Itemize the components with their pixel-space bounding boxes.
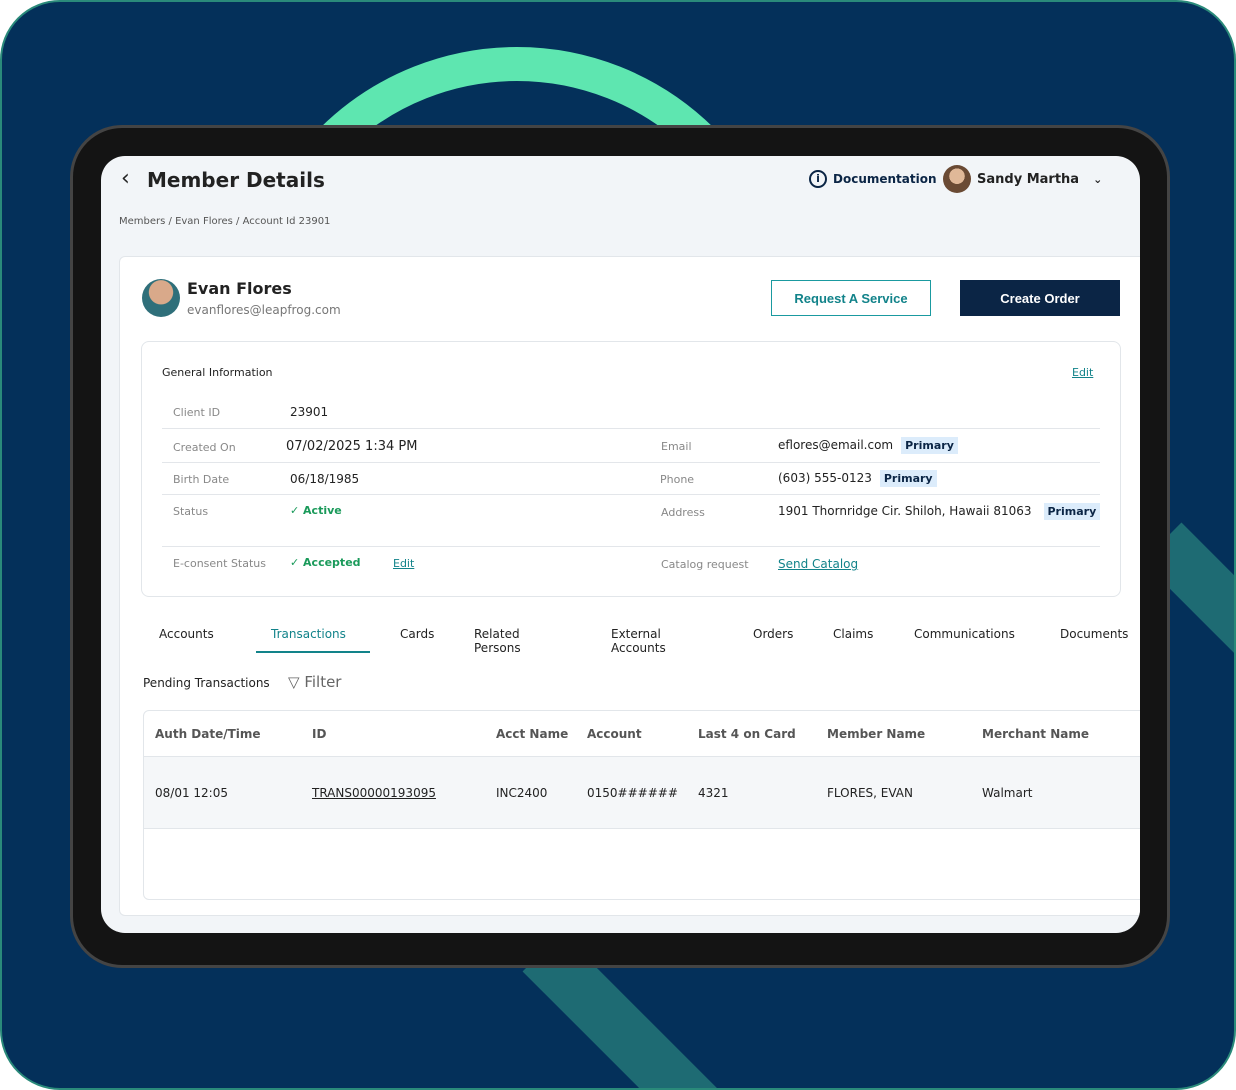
edit-econsent-link[interactable]: Edit xyxy=(393,557,415,570)
tab-external-accounts[interactable]: External Accounts xyxy=(611,627,666,655)
user-name: Sandy Martha xyxy=(977,171,1080,187)
cell-acct-name: INC2400 xyxy=(496,786,548,800)
primary-badge: Primary xyxy=(901,437,958,454)
breadcrumb[interactable]: Members / Evan Flores / Account Id 23901 xyxy=(119,216,331,227)
tab-claims[interactable]: Claims xyxy=(833,627,874,641)
tab-related-persons[interactable]: Related Persons xyxy=(474,627,521,655)
decorative-stripe xyxy=(522,932,717,1088)
cell-account: 0150###### xyxy=(587,786,678,800)
user-menu[interactable]: Sandy Martha ⌄ xyxy=(943,165,1102,193)
filter-icon: ▽ xyxy=(288,673,300,691)
client-id-label: Client ID xyxy=(173,406,221,419)
create-order-button[interactable]: Create Order xyxy=(960,280,1120,316)
decorative-stripe xyxy=(1142,522,1234,653)
tab-documents[interactable]: Documents xyxy=(1060,627,1129,641)
pending-transactions-title: Pending Transactions xyxy=(143,676,270,690)
back-icon[interactable]: ‹ xyxy=(121,166,130,191)
page-title: Member Details xyxy=(147,168,325,192)
send-catalog-link[interactable]: Send Catalog xyxy=(778,557,859,571)
table-row[interactable]: 08/01 12:05 TRANS00000193095 INC2400 015… xyxy=(144,757,1140,829)
created-label: Created On xyxy=(173,441,236,454)
status-label: Status xyxy=(173,505,209,518)
column-header[interactable]: ID xyxy=(312,727,327,741)
tab-accounts[interactable]: Accounts xyxy=(159,627,214,641)
status-value: ✓ Active xyxy=(290,504,342,517)
info-icon: i xyxy=(809,170,827,188)
transactions-table: Auth Date/Time ID Acct Name Account Last… xyxy=(143,710,1140,900)
column-header[interactable]: Acct Name xyxy=(496,727,569,741)
avatar xyxy=(943,165,971,193)
edit-general-link[interactable]: Edit xyxy=(1072,366,1094,379)
address-value: 1901 Thornridge Cir. Shiloh, Hawaii 8106… xyxy=(778,503,1101,520)
email-value: eflores@email.com Primary xyxy=(778,437,958,454)
tab-cards[interactable]: Cards xyxy=(400,627,435,641)
cell-member-name: FLORES, EVAN xyxy=(827,786,913,800)
tab-orders[interactable]: Orders xyxy=(753,627,794,641)
address-label: Address xyxy=(661,506,705,519)
phone-label: Phone xyxy=(660,473,695,486)
created-value: 07/02/2025 1:34 PM xyxy=(286,439,418,454)
member-email: evanflores@leapfrog.com xyxy=(187,303,341,317)
column-header[interactable]: Member Name xyxy=(827,727,926,741)
member-card: Evan Flores evanflores@leapfrog.com Requ… xyxy=(119,256,1140,916)
member-name: Evan Flores xyxy=(187,279,292,298)
tab-communications[interactable]: Communications xyxy=(914,627,1015,641)
request-service-button[interactable]: Request A Service xyxy=(771,280,931,316)
email-label: Email xyxy=(661,440,692,453)
tab-transactions[interactable]: Transactions xyxy=(256,619,370,653)
econsent-label: E-consent Status xyxy=(173,557,267,570)
chevron-down-icon: ⌄ xyxy=(1093,172,1103,186)
cell-merchant: Walmart xyxy=(982,786,1033,800)
general-information-panel: General Information Edit Client ID 23901… xyxy=(141,341,1121,597)
filter-button[interactable]: ▽ Filter xyxy=(288,673,342,691)
primary-badge: Primary xyxy=(1043,503,1101,520)
documentation-label: Documentation xyxy=(833,172,937,186)
cell-auth-date: 08/01 12:05 xyxy=(155,786,228,800)
birth-label: Birth Date xyxy=(173,473,230,486)
screen: ‹ Member Details Members / Evan Flores /… xyxy=(101,156,1140,933)
column-header[interactable]: Merchant Name xyxy=(982,727,1089,741)
client-id-value: 23901 xyxy=(290,405,329,419)
phone-value: (603) 555-0123 Primary xyxy=(778,470,937,487)
birth-value: 06/18/1985 xyxy=(290,472,360,486)
column-header[interactable]: Account xyxy=(587,727,642,741)
table-header: Auth Date/Time ID Acct Name Account Last… xyxy=(144,711,1140,757)
econsent-value: ✓ Accepted xyxy=(290,556,361,569)
column-header[interactable]: Last 4 on Card xyxy=(698,727,796,741)
member-avatar xyxy=(142,279,180,317)
documentation-link[interactable]: i Documentation xyxy=(809,170,937,188)
catalog-label: Catalog request xyxy=(661,558,749,571)
cell-last4: 4321 xyxy=(698,786,729,800)
primary-badge: Primary xyxy=(879,470,937,487)
section-title: General Information xyxy=(162,366,273,379)
transaction-id-link[interactable]: TRANS00000193095 xyxy=(312,786,436,800)
column-header[interactable]: Auth Date/Time xyxy=(155,727,261,741)
